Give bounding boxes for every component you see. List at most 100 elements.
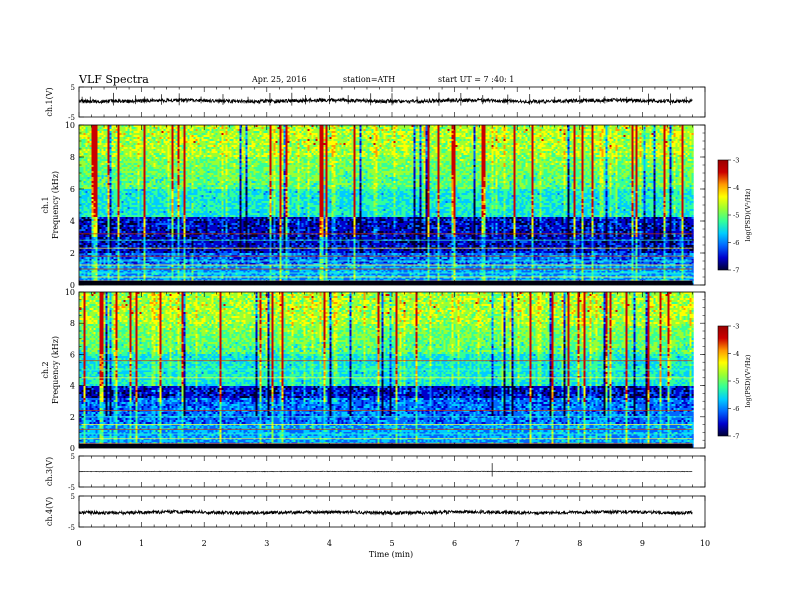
spectrogram-cell — [164, 201, 166, 203]
spectrogram-cell — [106, 251, 108, 253]
spectrogram-cell — [156, 235, 158, 237]
spectrogram-cell — [130, 199, 132, 201]
spectrogram-cell — [108, 211, 110, 213]
spectrogram-cell — [140, 249, 142, 251]
spectrogram-cell — [156, 129, 158, 131]
spectrogram-cell — [90, 201, 92, 203]
spectrogram-cell — [134, 147, 136, 149]
spectrogram-cell — [86, 195, 88, 197]
spectrogram-cell — [98, 147, 100, 149]
spectrogram-cell — [140, 221, 142, 223]
spectrogram-cell — [124, 257, 126, 259]
spectrogram-cell — [166, 139, 168, 141]
spectrogram-cell — [146, 185, 148, 187]
spectrogram-cell — [132, 169, 134, 171]
spectrogram-cell — [108, 223, 110, 225]
spectrogram-cell — [96, 231, 98, 233]
spectrogram-cell — [108, 199, 110, 201]
spectrogram-cell — [102, 153, 104, 155]
spectrogram-cell — [130, 167, 132, 169]
spectrogram-cell — [84, 191, 86, 193]
spectrogram-cell — [168, 237, 170, 239]
spectrogram-cell — [102, 217, 104, 219]
spectrogram-cell — [100, 131, 102, 133]
spectrogram-cell — [162, 195, 164, 197]
spectrogram-cell — [172, 155, 174, 157]
spectrogram-cell — [126, 243, 128, 245]
spectrogram-cell — [146, 191, 148, 193]
spectrogram-cell — [100, 235, 102, 237]
spectrogram-cell — [168, 161, 170, 163]
spectrogram-cell — [118, 207, 120, 209]
spectrogram-cell — [170, 191, 172, 193]
spectrogram-cell — [122, 199, 124, 201]
spectrogram-cell — [94, 241, 96, 243]
spectrogram-cell — [106, 229, 108, 231]
spectrogram-cell — [164, 157, 166, 159]
spectrogram-cell — [88, 191, 90, 193]
spectrogram-cell — [170, 227, 172, 229]
spectrogram-cell — [82, 169, 84, 171]
spectrogram-cell — [148, 211, 150, 213]
spectrogram-cell — [166, 209, 168, 211]
spectrogram-cell — [168, 159, 170, 161]
spectrogram-cell — [146, 133, 148, 135]
spectrogram-cell — [90, 189, 92, 191]
spectrogram-cell — [132, 175, 134, 177]
spectrogram-cell — [136, 253, 138, 255]
spectrogram-cell — [130, 231, 132, 233]
spectrogram-cell — [84, 201, 86, 203]
spectrogram-cell — [174, 185, 176, 187]
spectrogram-cell — [100, 135, 102, 137]
spectrogram-cell — [132, 215, 134, 217]
spectrogram-cell — [110, 141, 112, 143]
spectrogram-cell — [162, 191, 164, 193]
spectrogram-cell — [108, 127, 110, 129]
spectrogram-cell — [140, 181, 142, 183]
spectrogram-cell — [176, 159, 178, 161]
spectrogram-cell — [156, 191, 158, 193]
spectrogram-cell — [160, 169, 162, 171]
spectrogram-cell — [118, 183, 120, 185]
spectrogram-cell — [94, 139, 96, 141]
spectrogram-cell — [144, 231, 146, 233]
spectrogram-cell — [154, 257, 156, 259]
spectrogram-cell — [152, 155, 154, 157]
spectrogram-cell — [90, 253, 92, 255]
spectrogram-cell — [92, 165, 94, 167]
spectrogram-cell — [82, 229, 84, 231]
spectrogram-cell — [132, 193, 134, 195]
spectrogram-cell — [122, 195, 124, 197]
spectrogram-cell — [98, 137, 100, 139]
spectrogram-cell — [150, 211, 152, 213]
spectrogram-cell — [142, 205, 144, 207]
spectrogram-cell — [176, 235, 178, 237]
spectrogram-cell — [112, 127, 114, 129]
spectrogram-cell — [134, 225, 136, 227]
spectrogram-cell — [114, 229, 116, 231]
spectrogram-cell — [152, 169, 154, 171]
spectrogram-cell — [156, 151, 158, 153]
spectrogram-cell — [170, 217, 172, 219]
spectrogram-cell — [128, 219, 130, 221]
spectrogram-cell — [82, 221, 84, 223]
spectrogram-cell — [110, 197, 112, 199]
spectrogram-cell — [120, 199, 122, 201]
spectrogram-cell — [164, 175, 166, 177]
spectrogram-cell — [166, 243, 168, 245]
spectrogram-cell — [104, 189, 106, 191]
spectrogram-cell — [158, 211, 160, 213]
spectrogram-cell — [126, 237, 128, 239]
spectrogram-cell — [140, 257, 142, 259]
spectrogram-cell — [150, 183, 152, 185]
spectrogram-cell — [154, 159, 156, 161]
spectrogram-cell — [120, 145, 122, 147]
spectrogram-cell — [162, 235, 164, 237]
spectrogram-cell — [104, 133, 106, 135]
spectrogram-cell — [128, 223, 130, 225]
spectrogram-cell — [90, 219, 92, 221]
spectrogram-cell — [164, 145, 166, 147]
spectrogram-cell — [128, 209, 130, 211]
spectrogram-cell — [130, 137, 132, 139]
spectrogram-cell — [94, 127, 96, 129]
